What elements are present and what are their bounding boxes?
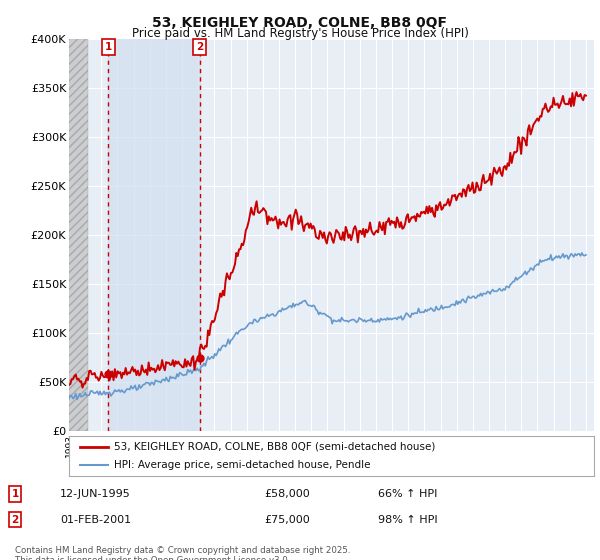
Text: 66% ↑ HPI: 66% ↑ HPI bbox=[378, 489, 437, 499]
Text: Price paid vs. HM Land Registry's House Price Index (HPI): Price paid vs. HM Land Registry's House … bbox=[131, 27, 469, 40]
Bar bbox=[69, 39, 88, 431]
Text: 12-JUN-1995: 12-JUN-1995 bbox=[60, 489, 131, 499]
Bar bbox=[109, 39, 200, 431]
Text: 53, KEIGHLEY ROAD, COLNE, BB8 0QF (semi-detached house): 53, KEIGHLEY ROAD, COLNE, BB8 0QF (semi-… bbox=[113, 442, 435, 451]
Text: Contains HM Land Registry data © Crown copyright and database right 2025.
This d: Contains HM Land Registry data © Crown c… bbox=[15, 546, 350, 560]
Text: 2: 2 bbox=[11, 515, 19, 525]
Text: 2: 2 bbox=[196, 42, 203, 52]
Text: 1: 1 bbox=[105, 42, 112, 52]
Text: £75,000: £75,000 bbox=[264, 515, 310, 525]
Text: 1: 1 bbox=[11, 489, 19, 499]
Text: £58,000: £58,000 bbox=[264, 489, 310, 499]
Text: HPI: Average price, semi-detached house, Pendle: HPI: Average price, semi-detached house,… bbox=[113, 460, 370, 470]
Text: 01-FEB-2001: 01-FEB-2001 bbox=[60, 515, 131, 525]
Text: 53, KEIGHLEY ROAD, COLNE, BB8 0QF: 53, KEIGHLEY ROAD, COLNE, BB8 0QF bbox=[152, 16, 448, 30]
Text: 98% ↑ HPI: 98% ↑ HPI bbox=[378, 515, 437, 525]
